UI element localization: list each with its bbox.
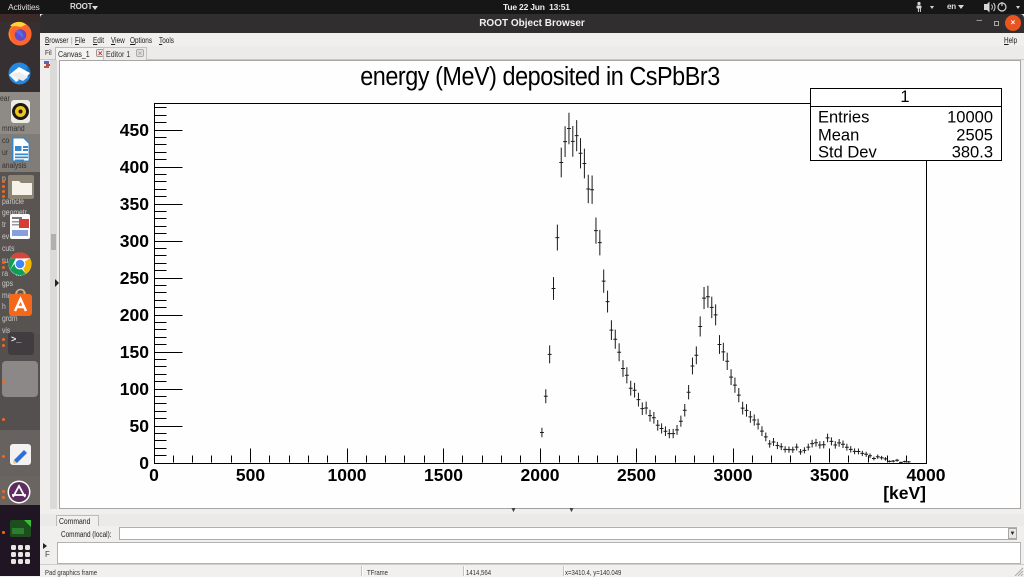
svg-text:380.3: 380.3: [952, 144, 993, 162]
svg-text:2500: 2500: [617, 465, 656, 485]
svg-text:150: 150: [120, 342, 149, 362]
svg-text:2505: 2505: [956, 127, 993, 145]
svg-text:100: 100: [120, 379, 149, 399]
svg-text:Mean: Mean: [818, 127, 859, 145]
svg-text:1500: 1500: [424, 465, 463, 485]
svg-text:500: 500: [236, 465, 265, 485]
svg-text:300: 300: [120, 231, 149, 251]
svg-text:450: 450: [120, 120, 149, 140]
svg-text:Std Dev: Std Dev: [818, 144, 877, 162]
svg-text:3000: 3000: [714, 465, 753, 485]
svg-text:[keV]: [keV]: [883, 483, 926, 503]
svg-text:energy (MeV) deposited in CsPb: energy (MeV) deposited in CsPbBr3: [360, 63, 720, 91]
svg-text:400: 400: [120, 157, 149, 177]
svg-text:10000: 10000: [947, 109, 993, 127]
svg-text:50: 50: [130, 416, 150, 436]
svg-text:250: 250: [120, 268, 149, 288]
svg-text:2000: 2000: [521, 465, 560, 485]
svg-text:>_: >_: [11, 334, 22, 344]
svg-text:1000: 1000: [328, 465, 367, 485]
svg-text:200: 200: [120, 305, 149, 325]
svg-text:350: 350: [120, 194, 149, 214]
svg-text:Entries: Entries: [818, 109, 869, 127]
svg-text:0: 0: [149, 465, 159, 485]
svg-text:0: 0: [139, 453, 149, 473]
svg-text:4000: 4000: [907, 465, 946, 485]
svg-text:1: 1: [900, 88, 909, 106]
svg-text:3500: 3500: [810, 465, 849, 485]
